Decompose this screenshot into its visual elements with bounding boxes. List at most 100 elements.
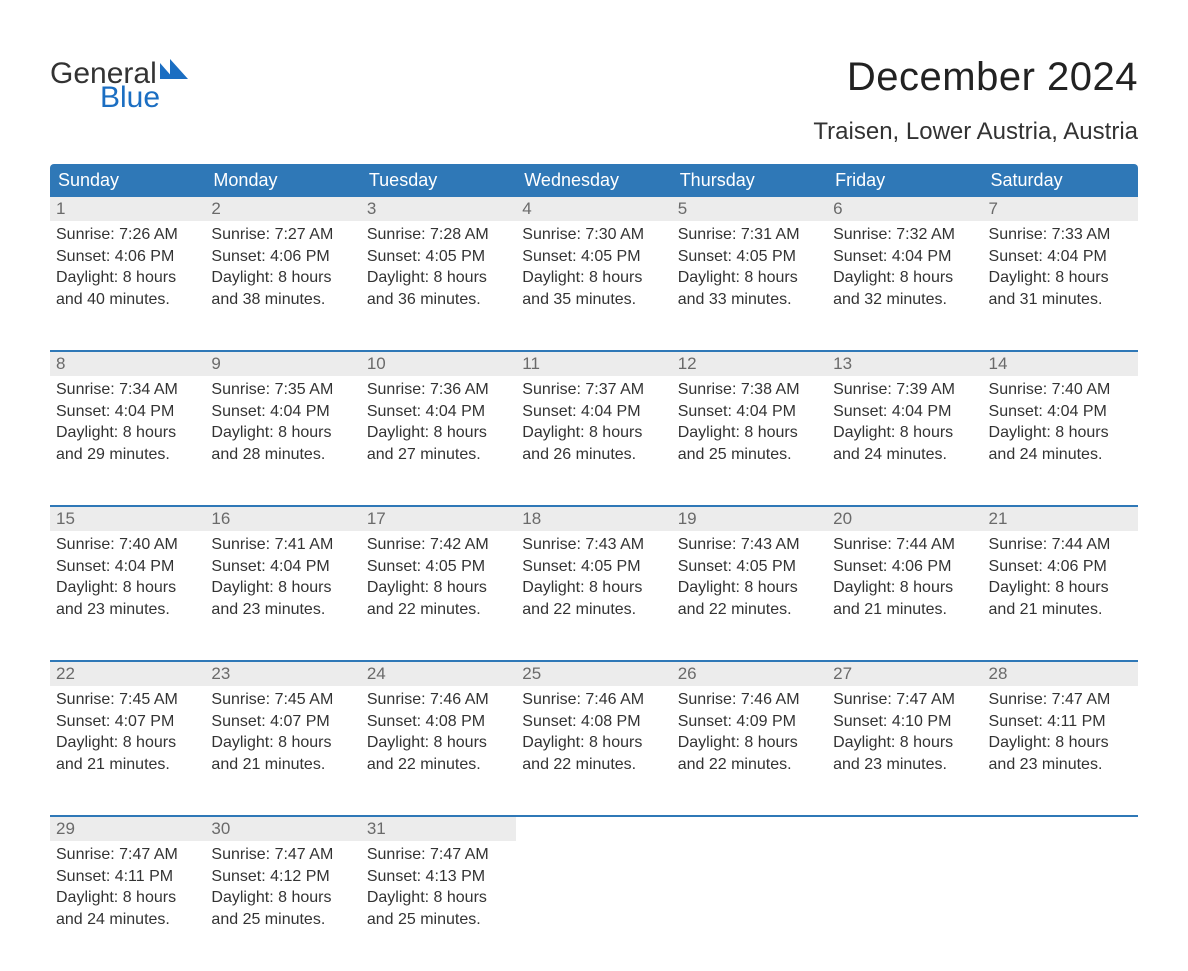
day-number: 17: [361, 506, 516, 531]
sunrise-line: Sunrise: 7:33 AM: [989, 224, 1132, 246]
day-number: 29: [50, 816, 205, 841]
daylight-line-1: Daylight: 8 hours: [211, 577, 354, 599]
day-number: 28: [983, 661, 1138, 686]
daylight-line-1: Daylight: 8 hours: [522, 422, 665, 444]
daylight-line-2: and 40 minutes.: [56, 289, 199, 311]
daylight-line-1: Daylight: 8 hours: [678, 577, 821, 599]
day-number: 2: [205, 197, 360, 221]
daylight-line-1: Daylight: 8 hours: [678, 732, 821, 754]
day-details: Sunrise: 7:26 AMSunset: 4:06 PMDaylight:…: [56, 221, 199, 310]
daylight-line-2: and 22 minutes.: [367, 599, 510, 621]
day-cell: Sunrise: 7:35 AMSunset: 4:04 PMDaylight:…: [205, 376, 360, 506]
day-cell: Sunrise: 7:28 AMSunset: 4:05 PMDaylight:…: [361, 221, 516, 351]
sunset-line: Sunset: 4:04 PM: [522, 401, 665, 423]
daylight-line-1: Daylight: 8 hours: [833, 732, 976, 754]
day-cell: Sunrise: 7:34 AMSunset: 4:04 PMDaylight:…: [50, 376, 205, 506]
week-content-row: Sunrise: 7:47 AMSunset: 4:11 PMDaylight:…: [50, 841, 1138, 971]
daylight-line-1: Daylight: 8 hours: [522, 577, 665, 599]
day-cell: Sunrise: 7:43 AMSunset: 4:05 PMDaylight:…: [672, 531, 827, 661]
daylight-line-1: Daylight: 8 hours: [211, 422, 354, 444]
sunset-line: Sunset: 4:04 PM: [211, 556, 354, 578]
location-subtitle: Traisen, Lower Austria, Austria: [813, 118, 1138, 146]
day-details: Sunrise: 7:31 AMSunset: 4:05 PMDaylight:…: [678, 221, 821, 310]
sunrise-line: Sunrise: 7:38 AM: [678, 379, 821, 401]
daylight-line-1: Daylight: 8 hours: [833, 422, 976, 444]
day-cell: Sunrise: 7:27 AMSunset: 4:06 PMDaylight:…: [205, 221, 360, 351]
day-cell: [516, 841, 671, 971]
day-cell: Sunrise: 7:47 AMSunset: 4:11 PMDaylight:…: [50, 841, 205, 971]
sunrise-line: Sunrise: 7:40 AM: [56, 534, 199, 556]
daylight-line-2: and 22 minutes.: [678, 599, 821, 621]
day-number: 23: [205, 661, 360, 686]
col-wednesday: Wednesday: [516, 164, 671, 197]
day-cell: Sunrise: 7:36 AMSunset: 4:04 PMDaylight:…: [361, 376, 516, 506]
day-details: Sunrise: 7:42 AMSunset: 4:05 PMDaylight:…: [367, 531, 510, 620]
daylight-line-2: and 25 minutes.: [211, 909, 354, 931]
daylight-line-1: Daylight: 8 hours: [989, 732, 1132, 754]
daylight-line-1: Daylight: 8 hours: [989, 577, 1132, 599]
daylight-line-1: Daylight: 8 hours: [367, 732, 510, 754]
sunset-line: Sunset: 4:06 PM: [989, 556, 1132, 578]
day-number: 20: [827, 506, 982, 531]
daylight-line-2: and 22 minutes.: [678, 754, 821, 776]
sunrise-line: Sunrise: 7:45 AM: [211, 689, 354, 711]
day-details: Sunrise: 7:40 AMSunset: 4:04 PMDaylight:…: [56, 531, 199, 620]
sunset-line: Sunset: 4:05 PM: [367, 556, 510, 578]
sunset-line: Sunset: 4:07 PM: [211, 711, 354, 733]
col-tuesday: Tuesday: [361, 164, 516, 197]
sunset-line: Sunset: 4:05 PM: [367, 246, 510, 268]
sunrise-line: Sunrise: 7:36 AM: [367, 379, 510, 401]
col-thursday: Thursday: [672, 164, 827, 197]
week-daynum-row: 15161718192021: [50, 506, 1138, 531]
day-number: [983, 816, 1138, 841]
day-details: Sunrise: 7:43 AMSunset: 4:05 PMDaylight:…: [522, 531, 665, 620]
week-daynum-row: 1234567: [50, 197, 1138, 221]
sunrise-line: Sunrise: 7:34 AM: [56, 379, 199, 401]
week-daynum-row: 891011121314: [50, 351, 1138, 376]
day-number: 4: [516, 197, 671, 221]
day-number: 15: [50, 506, 205, 531]
daylight-line-2: and 35 minutes.: [522, 289, 665, 311]
sunrise-line: Sunrise: 7:44 AM: [833, 534, 976, 556]
day-cell: Sunrise: 7:37 AMSunset: 4:04 PMDaylight:…: [516, 376, 671, 506]
sunset-line: Sunset: 4:05 PM: [522, 246, 665, 268]
day-number: 12: [672, 351, 827, 376]
daylight-line-2: and 22 minutes.: [522, 599, 665, 621]
day-number: 1: [50, 197, 205, 221]
day-cell: Sunrise: 7:45 AMSunset: 4:07 PMDaylight:…: [50, 686, 205, 816]
daylight-line-2: and 21 minutes.: [211, 754, 354, 776]
daylight-line-1: Daylight: 8 hours: [367, 887, 510, 909]
day-cell: Sunrise: 7:41 AMSunset: 4:04 PMDaylight:…: [205, 531, 360, 661]
daylight-line-2: and 23 minutes.: [56, 599, 199, 621]
daylight-line-1: Daylight: 8 hours: [989, 267, 1132, 289]
sunset-line: Sunset: 4:05 PM: [678, 246, 821, 268]
sunset-line: Sunset: 4:07 PM: [56, 711, 199, 733]
day-details: Sunrise: 7:38 AMSunset: 4:04 PMDaylight:…: [678, 376, 821, 465]
week-content-row: Sunrise: 7:40 AMSunset: 4:04 PMDaylight:…: [50, 531, 1138, 661]
daylight-line-1: Daylight: 8 hours: [367, 577, 510, 599]
day-cell: Sunrise: 7:31 AMSunset: 4:05 PMDaylight:…: [672, 221, 827, 351]
sunset-line: Sunset: 4:12 PM: [211, 866, 354, 888]
week-content-row: Sunrise: 7:26 AMSunset: 4:06 PMDaylight:…: [50, 221, 1138, 351]
day-cell: [672, 841, 827, 971]
day-number: 26: [672, 661, 827, 686]
day-number: 6: [827, 197, 982, 221]
day-details: Sunrise: 7:43 AMSunset: 4:05 PMDaylight:…: [678, 531, 821, 620]
daylight-line-1: Daylight: 8 hours: [211, 887, 354, 909]
daylight-line-1: Daylight: 8 hours: [678, 267, 821, 289]
day-cell: Sunrise: 7:26 AMSunset: 4:06 PMDaylight:…: [50, 221, 205, 351]
day-number: 27: [827, 661, 982, 686]
day-number: 30: [205, 816, 360, 841]
sunset-line: Sunset: 4:10 PM: [833, 711, 976, 733]
daylight-line-2: and 21 minutes.: [989, 599, 1132, 621]
daylight-line-2: and 23 minutes.: [833, 754, 976, 776]
day-cell: Sunrise: 7:43 AMSunset: 4:05 PMDaylight:…: [516, 531, 671, 661]
day-details: Sunrise: 7:45 AMSunset: 4:07 PMDaylight:…: [211, 686, 354, 775]
day-number: [827, 816, 982, 841]
day-number: 18: [516, 506, 671, 531]
day-number: 21: [983, 506, 1138, 531]
sunrise-line: Sunrise: 7:46 AM: [367, 689, 510, 711]
day-cell: Sunrise: 7:46 AMSunset: 4:08 PMDaylight:…: [516, 686, 671, 816]
daylight-line-1: Daylight: 8 hours: [56, 422, 199, 444]
page-header: General Blue December 2024 Traisen, Lowe…: [50, 55, 1138, 146]
